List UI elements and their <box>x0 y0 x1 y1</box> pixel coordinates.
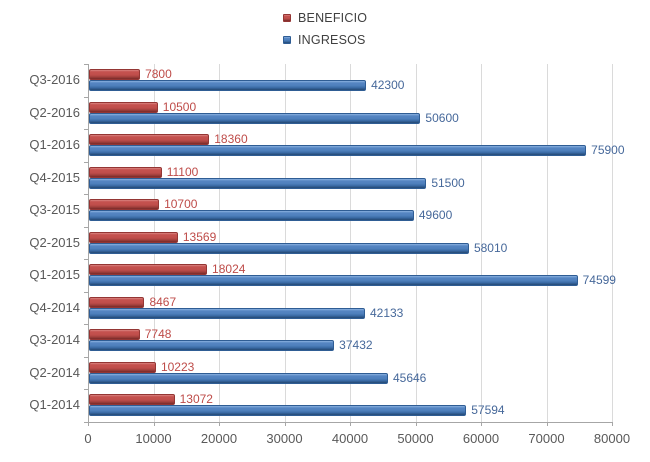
bar-ingresos <box>89 275 578 287</box>
value-label-ingresos: 37432 <box>339 338 373 353</box>
x-tick-label: 0 <box>84 431 92 446</box>
bar-beneficio <box>89 394 175 406</box>
value-label-beneficio: 10223 <box>160 359 195 374</box>
category-label: Q2-2015 <box>29 234 80 250</box>
value-label-ingresos: 51500 <box>431 175 465 190</box>
category-tick <box>84 389 88 390</box>
category-tick <box>84 356 88 358</box>
x-axis-tick <box>153 421 155 426</box>
bar-ingresos <box>89 145 587 157</box>
x-axis-tick <box>481 421 482 426</box>
category-tick <box>84 96 88 98</box>
category-tick <box>84 226 88 228</box>
bar-ingresos <box>89 177 427 189</box>
bar-ingresos <box>89 112 421 124</box>
x-axis-tick <box>88 421 89 426</box>
y-axis-line <box>88 64 89 422</box>
value-label-ingresos: 42133 <box>369 305 404 320</box>
bar-ingresos <box>89 307 365 319</box>
gridline <box>546 64 548 422</box>
category-label: Q3-2014 <box>29 332 80 347</box>
value-label-beneficio: 7748 <box>144 327 172 342</box>
bar-beneficio <box>89 69 141 81</box>
value-label-beneficio: 10700 <box>164 197 198 212</box>
legend-label-beneficio: BENEFICIO <box>298 11 368 25</box>
bar-ingresos <box>89 372 388 384</box>
legend-item-beneficio: BENEFICIO <box>283 10 367 26</box>
bar-beneficio <box>89 134 210 146</box>
bar-beneficio <box>89 329 140 341</box>
legend-label-ingresos: INGRESOS <box>298 33 366 47</box>
bar-beneficio <box>89 199 160 211</box>
category-label: Q2-2014 <box>29 364 80 380</box>
legend-item-ingresos: INGRESOS <box>283 32 367 48</box>
gridline <box>612 64 613 422</box>
value-label-ingresos: 58010 <box>473 240 508 255</box>
category-tick <box>84 421 88 423</box>
x-tick-label: 20000 <box>200 431 238 446</box>
x-axis-tick <box>415 421 417 426</box>
value-label-beneficio: 7800 <box>145 67 172 82</box>
bar-beneficio <box>89 231 178 243</box>
value-label-beneficio: 8467 <box>149 294 177 309</box>
category-label: Q4-2015 <box>29 169 80 185</box>
x-tick-label: 80000 <box>593 431 631 446</box>
bar-beneficio <box>89 361 156 373</box>
category-label: Q1-2015 <box>29 267 80 282</box>
value-label-ingresos: 49600 <box>418 208 453 223</box>
value-label-ingresos: 42300 <box>371 78 405 93</box>
category-label: Q4-2014 <box>29 299 80 315</box>
category-tick <box>84 129 88 130</box>
x-tick-label: 30000 <box>266 431 303 446</box>
value-label-ingresos: 57594 <box>471 403 505 418</box>
value-label-beneficio: 18360 <box>214 132 248 147</box>
x-axis-line <box>88 421 612 423</box>
beneficio-swatch-icon <box>283 14 291 22</box>
value-label-ingresos: 75900 <box>591 143 625 158</box>
bar-ingresos <box>89 340 335 352</box>
category-label: Q2-2016 <box>29 104 80 120</box>
bar-beneficio <box>89 101 158 113</box>
value-label-beneficio: 13569 <box>182 229 217 244</box>
x-tick-label: 40000 <box>331 431 369 446</box>
value-label-ingresos: 45646 <box>392 370 427 385</box>
x-tick-label: 50000 <box>397 431 434 446</box>
bar-ingresos <box>89 210 414 222</box>
ingresos-swatch-icon <box>283 36 291 44</box>
x-tick-label: 10000 <box>135 431 172 446</box>
category-tick <box>84 324 88 325</box>
category-tick <box>84 64 88 65</box>
bar-ingresos <box>89 405 467 417</box>
bar-ingresos <box>89 80 367 92</box>
bar-beneficio <box>89 264 208 276</box>
category-label: Q3-2016 <box>29 72 80 87</box>
category-label: Q1-2016 <box>29 137 80 152</box>
value-label-ingresos: 50600 <box>425 110 459 125</box>
category-tick <box>84 194 88 195</box>
category-label: Q3-2015 <box>29 202 80 217</box>
x-axis-tick <box>546 421 548 426</box>
category-tick <box>84 259 88 260</box>
bar-beneficio <box>89 296 145 308</box>
x-tick-label: 70000 <box>528 431 565 446</box>
x-axis-tick <box>350 421 351 426</box>
category-tick <box>84 291 88 293</box>
legend: BENEFICIO INGRESOS <box>283 10 367 54</box>
bar-ingresos <box>89 242 469 254</box>
category-label: Q1-2014 <box>29 397 80 412</box>
x-axis-tick <box>284 421 286 426</box>
value-label-beneficio: 10500 <box>162 99 197 114</box>
x-axis-tick <box>612 421 613 426</box>
value-label-beneficio: 13072 <box>179 392 213 407</box>
plot-area: 7800 42300 10500 50600 18360 75900 11100 51500 1… <box>84 64 625 426</box>
gridline <box>481 64 482 422</box>
bar-beneficio <box>89 166 162 178</box>
value-label-beneficio: 11100 <box>166 164 199 179</box>
x-tick-label: 60000 <box>462 431 500 446</box>
value-label-ingresos: 74599 <box>582 273 616 288</box>
x-axis-tick <box>219 421 220 426</box>
value-label-beneficio: 18024 <box>212 262 246 277</box>
category-tick <box>84 161 88 163</box>
